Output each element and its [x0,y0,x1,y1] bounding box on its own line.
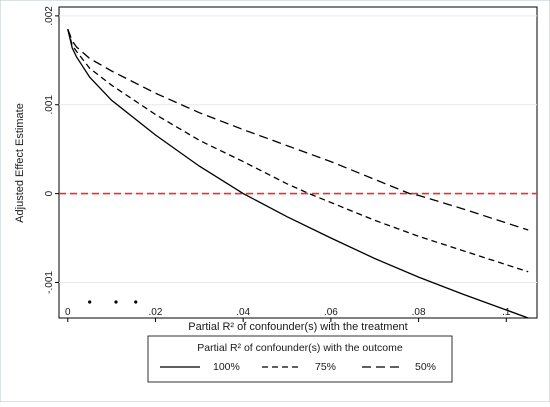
y-tick-label-0: -.001 [44,271,55,294]
y-tick-label-3: .002 [44,6,55,26]
plot-area [58,6,538,319]
point-marker-0 [88,300,92,304]
x-tick-label-3: .06 [324,307,338,318]
x-tick-label-2: .04 [236,307,250,318]
x-tick-label-4: .08 [412,307,426,318]
x-tick-label-1: .02 [149,307,163,318]
x-tick-label-5: .1 [502,307,511,318]
y-tick-label-1: 0 [44,190,55,196]
point-marker-1 [114,300,118,304]
legend-label-0: 100% [213,361,240,373]
legend-box [147,335,453,383]
x-axis-label: Partial R² of confounder(s) with the tre… [188,321,407,333]
y-tick-label-2: .001 [44,95,55,115]
legend-label-2: 50% [415,361,436,373]
series-line-0 [67,29,529,319]
legend: Partial R² of confounder(s) with the out… [147,335,453,383]
legend-title: Partial R² of confounder(s) with the out… [197,342,403,354]
x-tick-label-0: 0 [65,307,71,318]
series-line-2 [67,28,529,231]
point-marker-2 [134,300,138,304]
y-axis-label: Adjusted Effect Estimate [14,103,26,223]
legend-label-1: 75% [315,361,336,373]
series-line-1 [67,29,529,273]
